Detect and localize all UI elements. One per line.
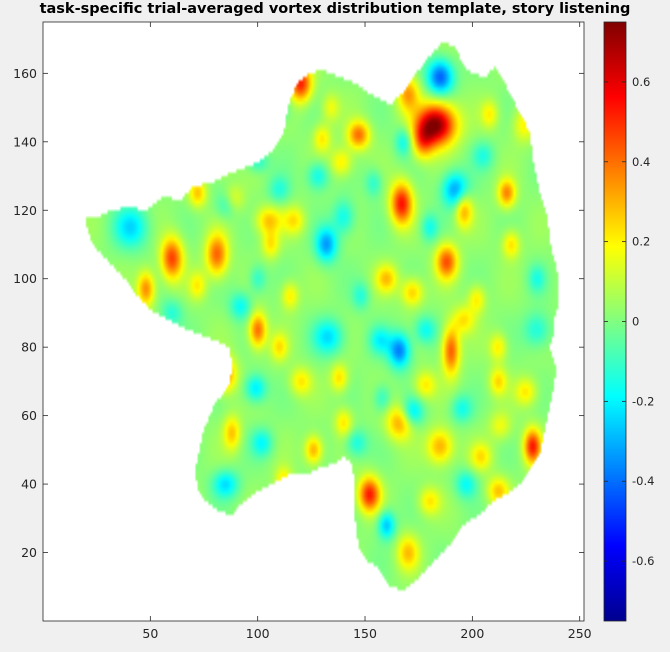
y-tick-label: 80 xyxy=(21,340,37,355)
x-tick-label: 50 xyxy=(142,626,158,641)
colorbar-tick-label: -0.2 xyxy=(632,394,654,408)
y-tick-label: 160 xyxy=(13,66,37,81)
y-tick-label: 100 xyxy=(13,271,37,286)
colorbar-tick-label: -0.4 xyxy=(632,474,654,488)
colorbar-tick-label: 0.4 xyxy=(632,155,650,169)
chart-title: task-specific trial-averaged vortex dist… xyxy=(39,1,631,17)
y-tick-label: 40 xyxy=(21,477,37,492)
y-tick-label: 120 xyxy=(13,203,37,218)
axes-box xyxy=(42,21,585,622)
colorbar-tick-label: 0.2 xyxy=(632,235,650,249)
y-tick-label: 60 xyxy=(21,408,37,423)
y-tick-label: 140 xyxy=(13,134,37,149)
colorbar-tick-label: -0.6 xyxy=(632,554,654,568)
colorbar-tick-label: 0 xyxy=(632,315,639,329)
x-tick-label: 250 xyxy=(568,626,592,641)
y-tick-label: 20 xyxy=(21,545,37,560)
axes-layer: 50 100 150 200 250 20 40 60 80 100 120 140 160 xyxy=(13,21,592,641)
x-tick-label: 100 xyxy=(246,626,270,641)
heatmap-image xyxy=(43,22,584,621)
colorbar-tick-label: 0.6 xyxy=(632,75,650,89)
x-tick-label: 150 xyxy=(353,626,377,641)
colorbar-ticks: -0.6 -0.4 -0.2 0 0.2 0.4 0.6 xyxy=(604,75,654,568)
x-tick-label: 200 xyxy=(460,626,484,641)
